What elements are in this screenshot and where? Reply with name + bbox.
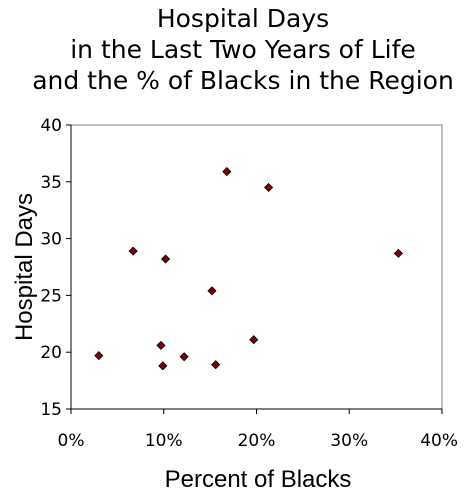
plot-area-frame xyxy=(70,124,443,410)
y-tick-label: 15 xyxy=(40,400,62,420)
data-point xyxy=(393,248,403,258)
y-tick-label: 25 xyxy=(40,286,62,306)
data-point xyxy=(156,340,166,350)
chart-title-line-2: in the Last Two Years of Life xyxy=(70,35,416,64)
chart-title-line-1: Hospital Days xyxy=(157,4,329,33)
data-point xyxy=(249,335,259,345)
data-point xyxy=(211,360,221,370)
data-point xyxy=(263,182,274,193)
y-tick-label: 35 xyxy=(40,173,62,193)
data-point xyxy=(158,361,168,371)
chart-title: Hospital Days in the Last Two Years of L… xyxy=(32,4,454,95)
x-tick-label: 10% xyxy=(145,431,183,451)
x-axis-label: Percent of Blacks xyxy=(165,466,352,493)
data-point xyxy=(222,167,232,177)
y-tick-label: 40 xyxy=(40,116,62,136)
data-point xyxy=(94,351,104,361)
axes: 15 20 25 30 35 40 0% 10% 20% 30% 40% xyxy=(40,116,458,451)
chart-title-line-3: and the % of Blacks in the Region xyxy=(32,66,454,95)
data-point xyxy=(161,254,171,264)
y-axis-label: Hospital Days xyxy=(11,193,38,341)
data-points xyxy=(94,167,403,371)
x-tick-label: 30% xyxy=(330,431,368,451)
y-tick-label: 20 xyxy=(40,343,62,363)
y-tick-label: 30 xyxy=(40,230,62,250)
x-tick-label: 0% xyxy=(58,431,85,451)
data-point xyxy=(207,286,217,296)
x-tick-label: 20% xyxy=(238,431,276,451)
x-tick-label: 40% xyxy=(420,431,458,451)
data-point xyxy=(179,352,189,362)
data-point xyxy=(128,246,138,256)
